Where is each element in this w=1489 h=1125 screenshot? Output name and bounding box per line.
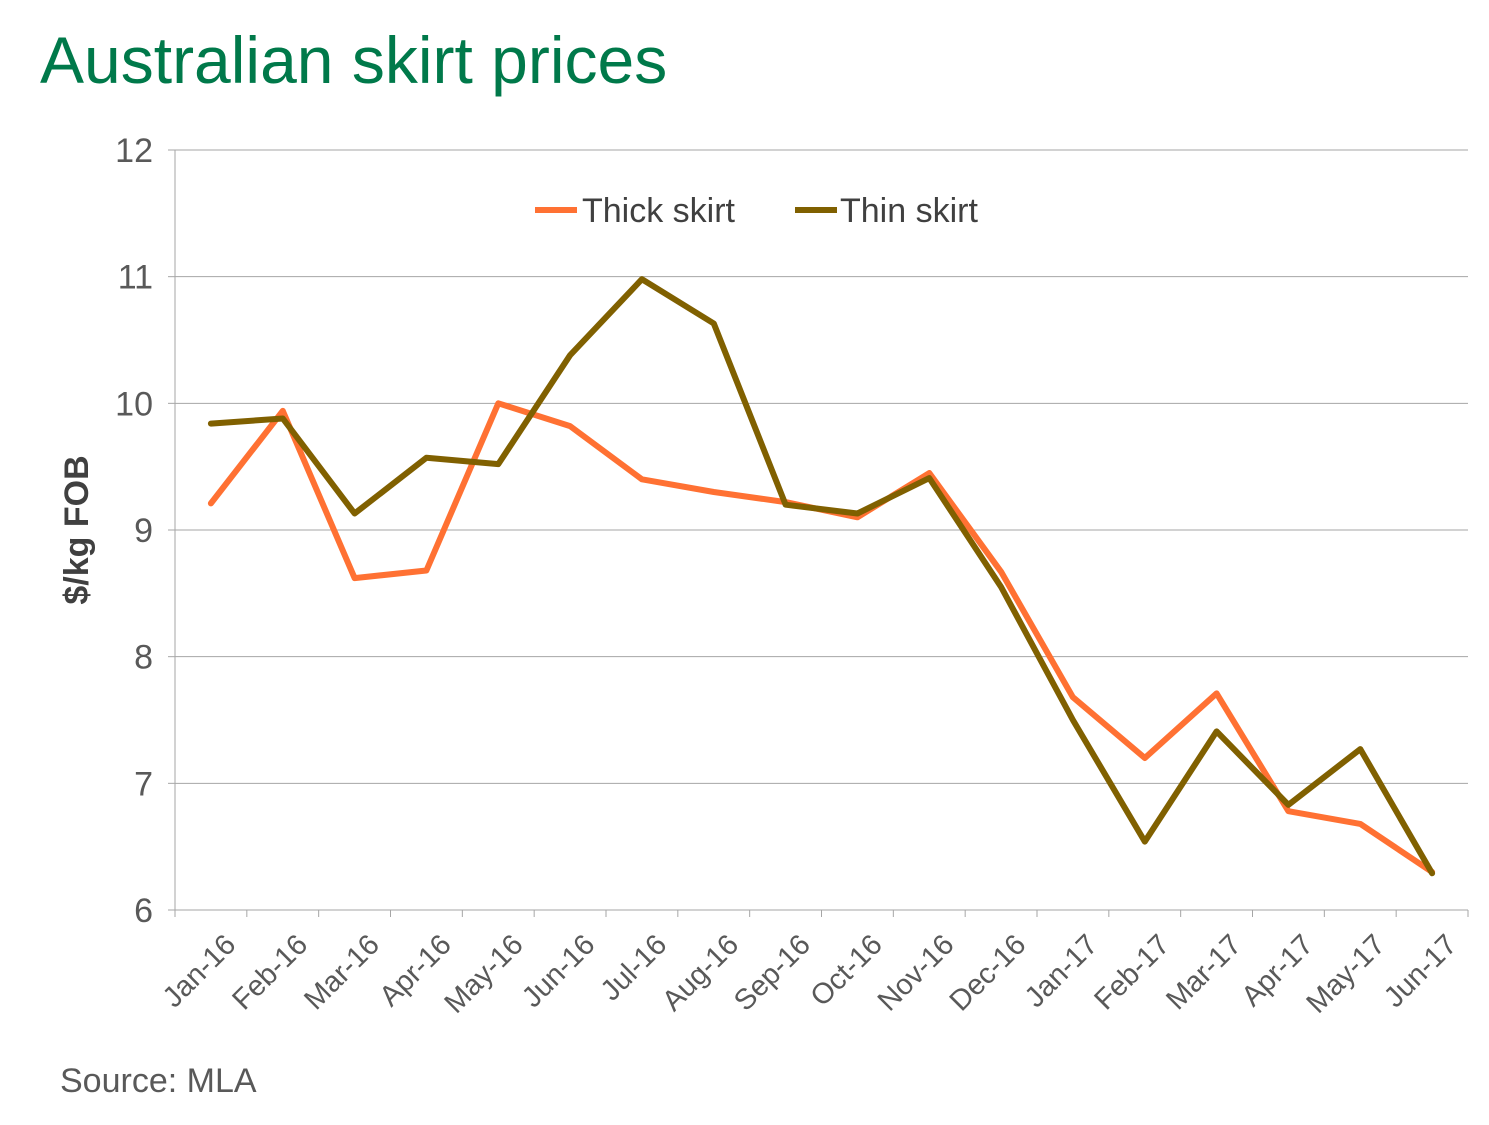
- y-tick-label: 10: [115, 385, 153, 423]
- y-tick-label: 8: [134, 639, 153, 677]
- legend-label: Thick skirt: [582, 192, 736, 230]
- chart-title: Australian skirt prices: [40, 23, 668, 97]
- x-tick-label: Jan-17: [1019, 929, 1104, 1014]
- y-tick-label: 6: [134, 892, 153, 930]
- axes: [168, 149, 1469, 917]
- x-tick-label: Nov-16: [872, 929, 961, 1018]
- y-tick-labels: 6 7 8 9 10 11 12: [115, 132, 153, 930]
- x-tick-label: May-17: [1301, 929, 1392, 1020]
- y-tick-label: 12: [115, 132, 153, 170]
- gridlines: [175, 149, 1468, 784]
- series-lines: [207, 276, 1436, 877]
- x-tick-labels: Jan-16Feb-16Mar-16Apr-16May-16Jun-16Jul-…: [157, 929, 1463, 1020]
- x-tick-label: Jun-16: [516, 929, 601, 1014]
- x-tick-label: Aug-16: [656, 929, 745, 1018]
- source-note: Source: MLA: [60, 1062, 257, 1100]
- x-tick-label: Sep-16: [728, 929, 817, 1018]
- x-tick-label: Jan-16: [157, 929, 242, 1014]
- x-tick-label: May-16: [439, 929, 530, 1020]
- series-line-thin-skirt: [207, 276, 1436, 877]
- x-tick-label: Dec-16: [944, 929, 1033, 1018]
- legend-label: Thin skirt: [840, 192, 978, 230]
- x-tick-label: Feb-17: [1088, 929, 1176, 1017]
- x-tick-label: Jun-17: [1378, 929, 1463, 1014]
- y-tick-label: 7: [134, 765, 153, 803]
- legend: Thick skirt Thin skirt: [535, 192, 978, 230]
- y-tick-label: 9: [134, 512, 153, 550]
- y-tick-label: 11: [118, 259, 153, 297]
- x-tick-label: Feb-16: [226, 929, 314, 1017]
- y-axis-title: $/kg FOB: [58, 455, 96, 604]
- series-line-thick-skirt: [207, 400, 1436, 875]
- x-tick-label: Mar-16: [298, 929, 386, 1017]
- x-tick-label: Mar-17: [1160, 929, 1248, 1017]
